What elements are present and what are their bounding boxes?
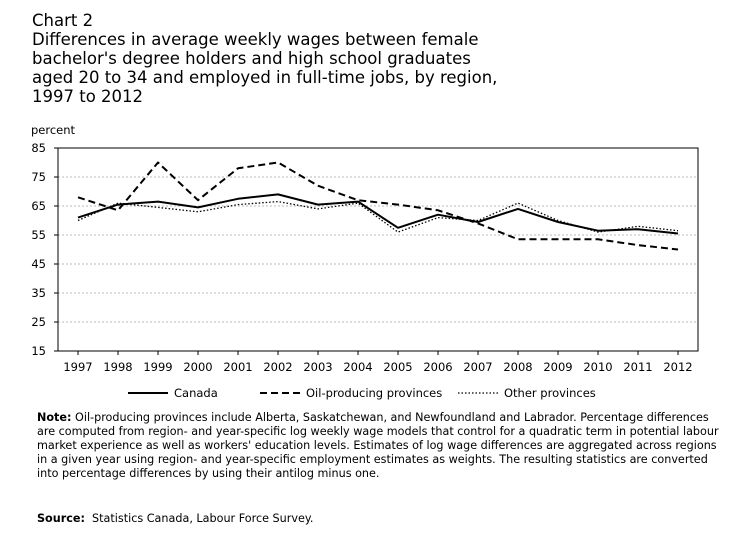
legend-label: Canada: [174, 386, 218, 400]
note-label: Note:: [37, 411, 72, 424]
x-tick-label: 2000: [183, 360, 212, 374]
x-tick-label: 2005: [383, 360, 412, 374]
x-tick-label: 1998: [103, 360, 132, 374]
title-line-1: Differences in average weekly wages betw…: [32, 30, 479, 49]
source: Source: Statistics Canada, Labour Force …: [37, 512, 313, 525]
y-tick-label: 25: [31, 315, 46, 329]
y-tick-label: 85: [31, 141, 46, 155]
x-tick-label: 2007: [463, 360, 492, 374]
series-lines: [77, 161, 679, 251]
x-tick-label: 2011: [623, 360, 652, 374]
y-tick-label: 75: [31, 170, 46, 184]
title-line-4: 1997 to 2012: [32, 87, 144, 106]
legend-label: Oil-producing provinces: [306, 386, 442, 400]
x-tick-label: 2004: [343, 360, 372, 374]
source-text: Statistics Canada, Labour Force Survey.: [92, 512, 314, 525]
x-tick-label: 1999: [143, 360, 172, 374]
y-tick-label: 15: [31, 344, 46, 358]
x-tick-label: 2003: [303, 360, 332, 374]
chart-number: Chart 2: [32, 11, 94, 30]
legend-label: Other provinces: [504, 386, 596, 400]
title-line-2: bachelor's degree holders and high schoo…: [32, 49, 471, 68]
chart-title: Chart 2 Differences in average weekly wa…: [32, 11, 732, 106]
x-tick-label: 1997: [63, 360, 92, 374]
x-tick-label: 2002: [263, 360, 292, 374]
y-tick-label: 55: [31, 228, 46, 242]
y-axis-label: percent: [31, 123, 76, 137]
note: Note: Oil-producing provinces include Al…: [37, 411, 727, 481]
x-tick-label: 2001: [223, 360, 252, 374]
x-tick-label: 2006: [423, 360, 452, 374]
note-text: Oil-producing provinces include Alberta,…: [37, 411, 719, 480]
line-chart: percent 15 25 35 45 55 65 75 85 1997 1998 1999 200…: [31, 123, 699, 400]
x-tick-label: 2010: [583, 360, 612, 374]
y-axis-ticks: 15 25 35 45 55 65 75 85: [31, 141, 58, 358]
x-tick-label: 2009: [543, 360, 572, 374]
source-label: Source:: [37, 512, 85, 525]
series-line-other-provinces: [77, 200, 679, 233]
x-axis-ticks: 1997 1998 1999 2000 2001 2002 2003 2004 2005 2006…: [63, 351, 693, 374]
series-line-oil-producing-provinces: [77, 161, 679, 251]
y-tick-label: 65: [31, 199, 46, 213]
legend: Canada Oil-producing provinces Other provi…: [128, 386, 596, 400]
plot-frame: [57, 147, 699, 352]
gridlines: [58, 176, 698, 323]
y-tick-label: 35: [31, 286, 46, 300]
x-tick-label: 2012: [663, 360, 692, 374]
series-line-canada: [77, 193, 679, 235]
y-tick-label: 45: [31, 257, 46, 271]
title-line-3: aged 20 to 34 and employed in full-time …: [32, 68, 498, 87]
x-tick-label: 2008: [503, 360, 532, 374]
